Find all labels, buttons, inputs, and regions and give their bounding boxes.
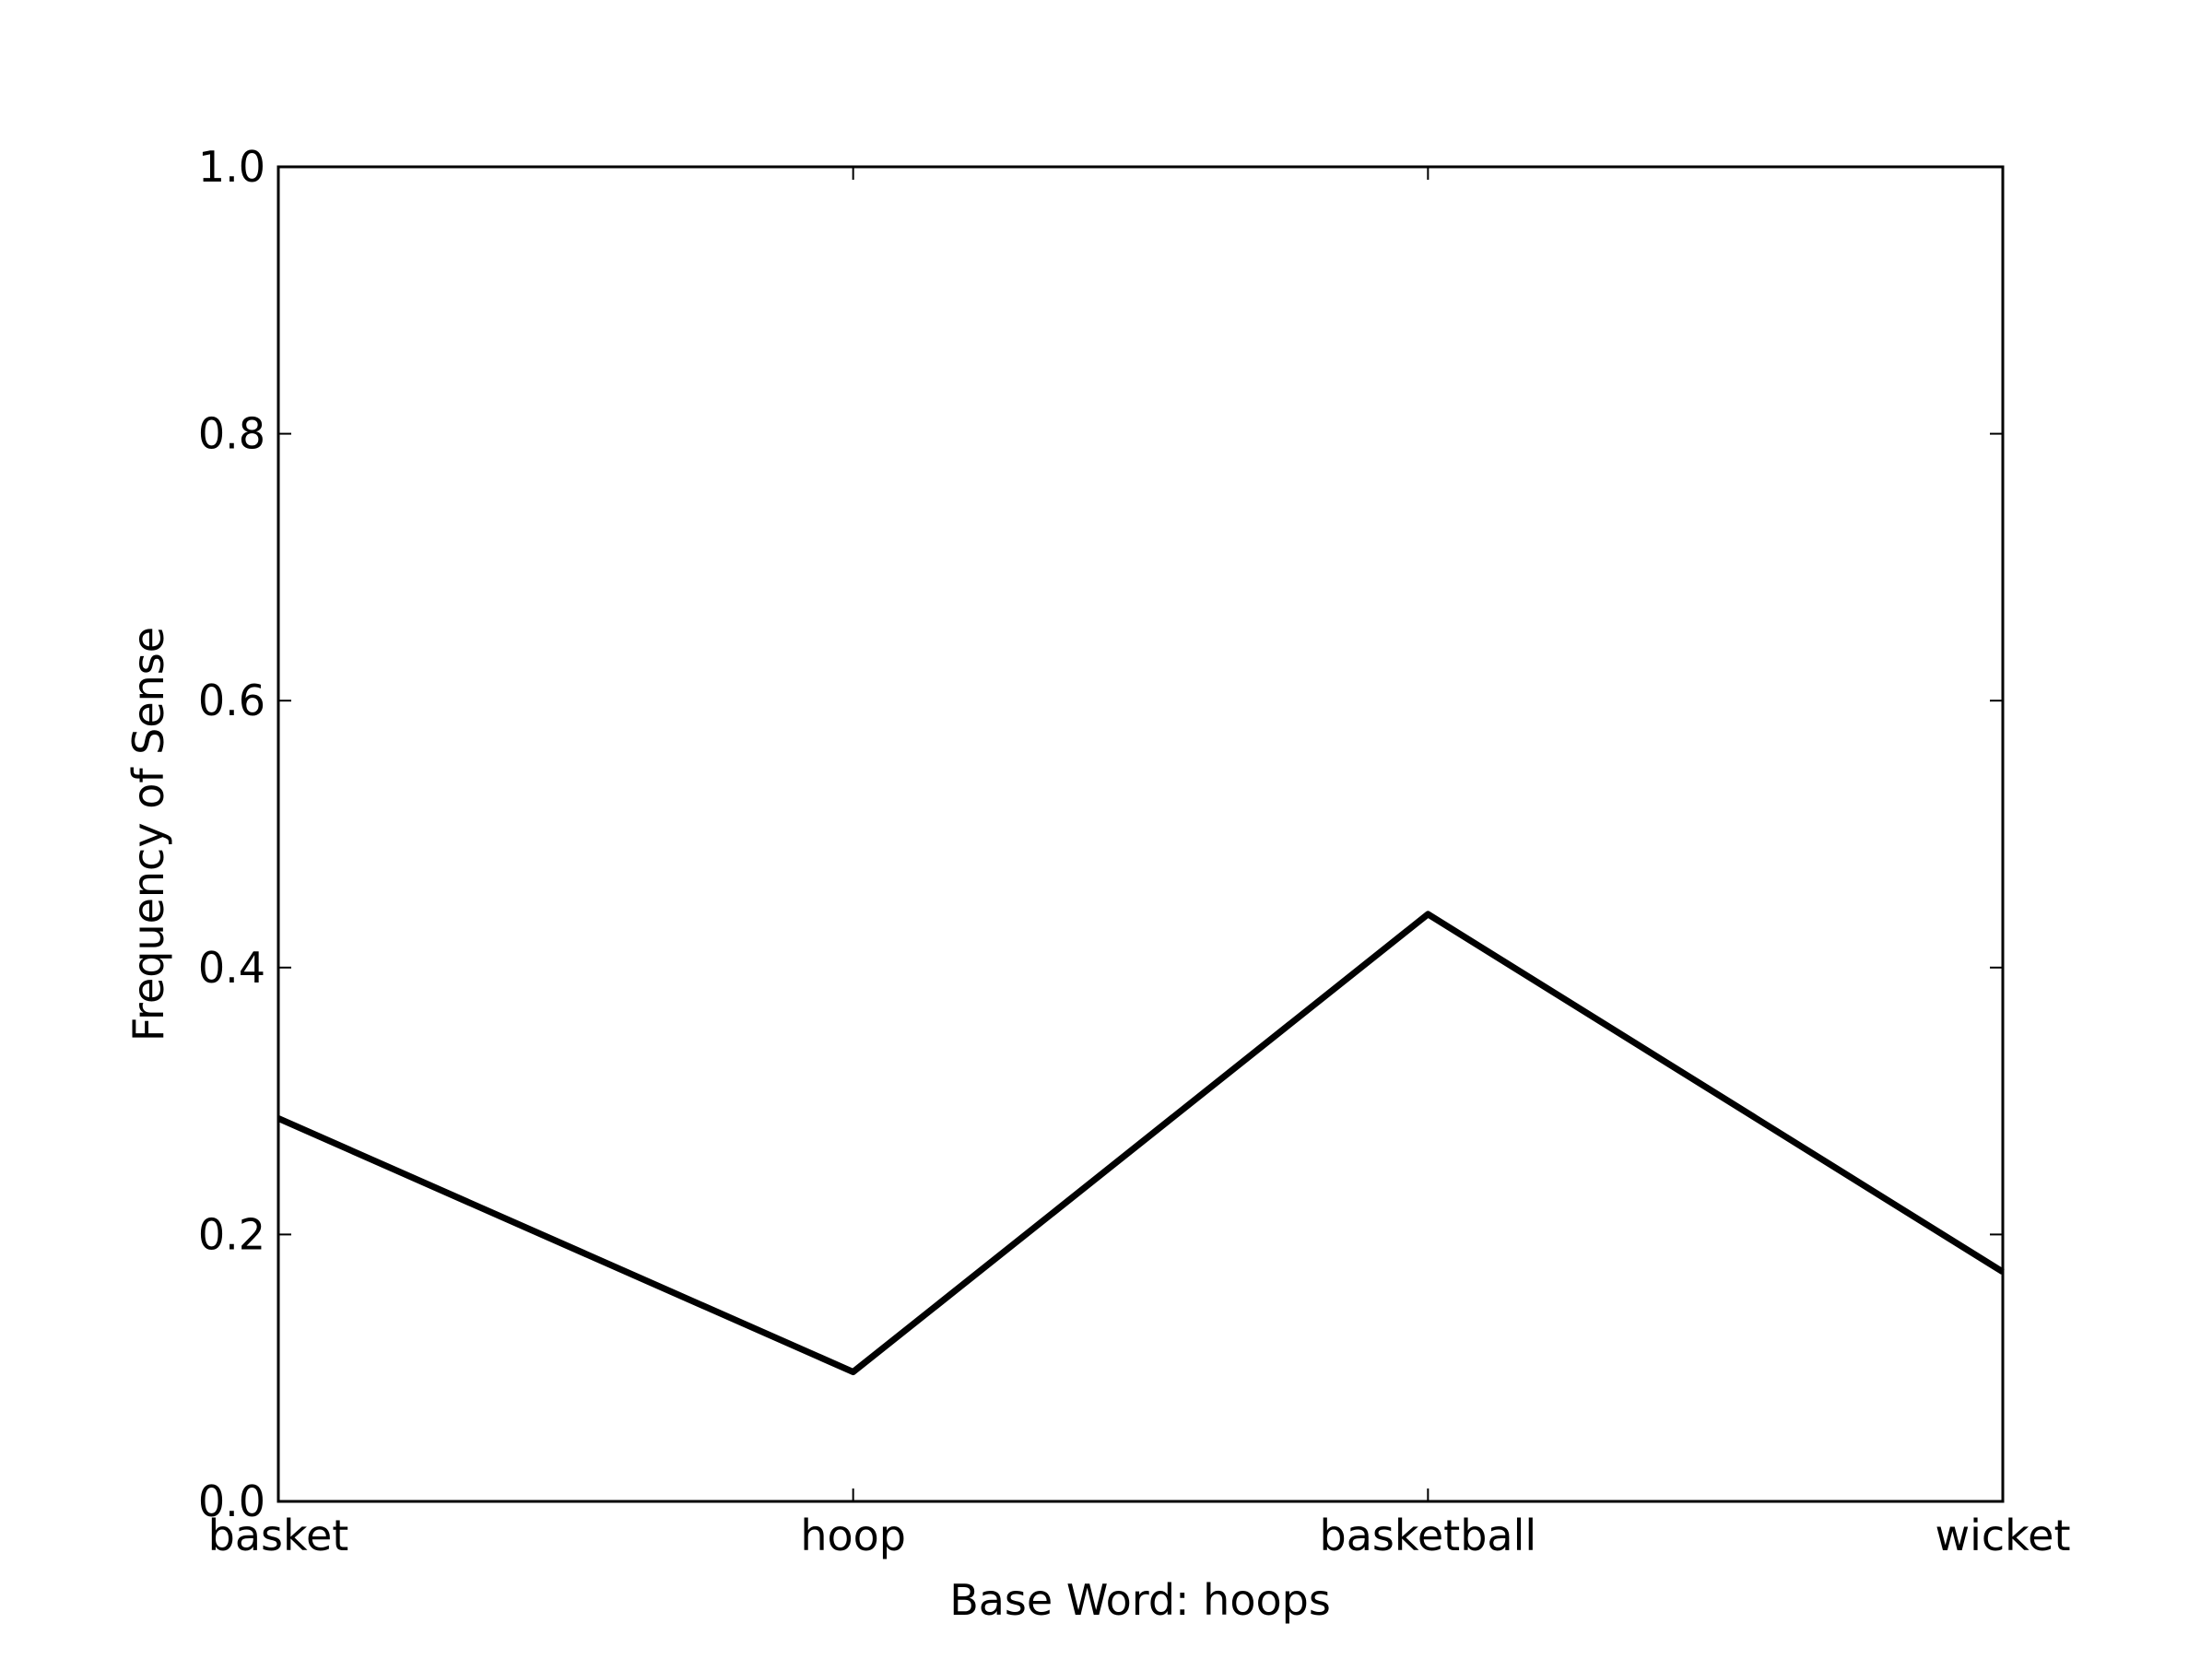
ticks-layer (277, 166, 2004, 1502)
x-tick-label: basketball (1320, 1511, 1537, 1560)
y-tick-label: 0.0 (198, 1477, 265, 1526)
y-tick-label: 0.2 (198, 1209, 265, 1259)
x-tick-label: hoop (800, 1511, 906, 1560)
x-axis-label: Base Word: hoops (949, 1575, 1331, 1625)
x-tick-labels: basket hoop basketball wicket (208, 1511, 2071, 1560)
y-tick-labels: 0.0 0.2 0.4 0.6 0.8 1.0 (198, 142, 265, 1526)
series-layer (276, 911, 2005, 1376)
y-tick-label: 0.4 (198, 943, 265, 993)
plot-frame (276, 165, 2005, 1503)
y-tick-label: 0.8 (198, 409, 265, 459)
y-tick-label: 0.6 (198, 676, 265, 725)
series-line (276, 911, 2005, 1376)
x-tick-label: basket (208, 1511, 349, 1560)
x-tick-label: wicket (1935, 1511, 2070, 1560)
y-tick-label: 1.0 (198, 142, 265, 192)
y-axis-label: Frequency of Sense (124, 627, 173, 1041)
